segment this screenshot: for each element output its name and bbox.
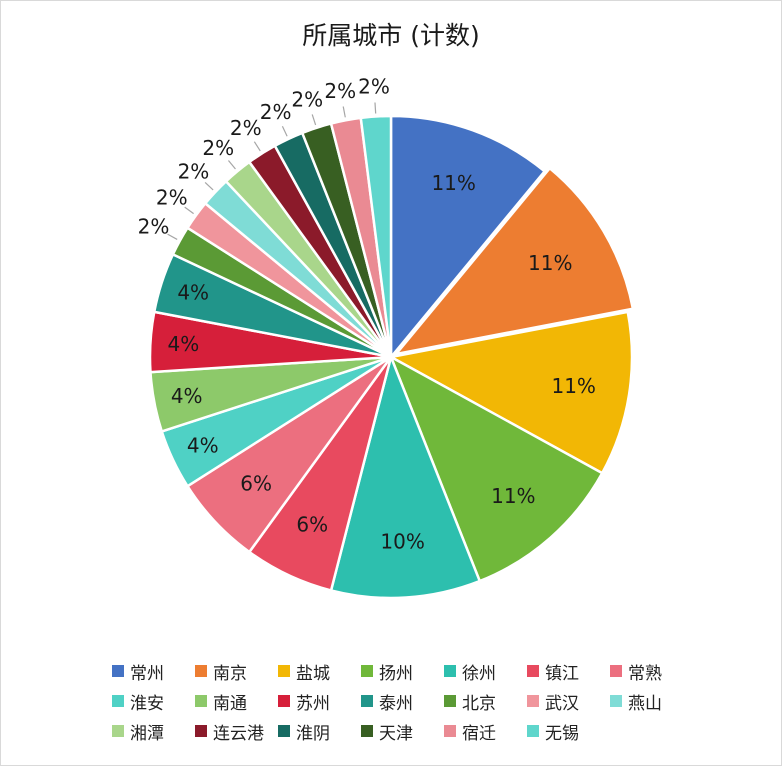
data-label-wuxi: 2% [358, 75, 390, 99]
legend-swatch [361, 665, 373, 677]
legend-swatch [527, 665, 539, 677]
legend-swatch [361, 725, 373, 737]
data-label-zhenjiang: 6% [296, 512, 328, 536]
pie-slice-yangzhou [388, 354, 604, 583]
legend-label: 盐城 [296, 663, 330, 684]
leader-line-lianyungang [253, 141, 261, 152]
pie-slice-changzhou [389, 114, 547, 361]
legend-item-huaian: 淮安 [112, 690, 164, 714]
leader-line-wuhan [184, 206, 194, 215]
legend-swatch [361, 695, 373, 707]
legend-swatch [278, 695, 290, 707]
legend-item-xiangtan: 湘潭 [112, 720, 164, 744]
legend-swatch [112, 665, 124, 677]
leader-line-suqian [342, 106, 346, 118]
legend-item-yancheng: 盐城 [278, 660, 330, 684]
pie-slice-nanjing [392, 166, 635, 356]
leader-line-wuxi [374, 102, 377, 114]
legend-item-changshu: 常熟 [610, 660, 662, 684]
data-label-tianjin: 2% [291, 87, 323, 111]
legend-label: 北京 [462, 693, 496, 714]
data-label-nanjing: 11% [528, 251, 572, 275]
legend-item-wuhan: 武汉 [527, 690, 579, 714]
legend-label: 天津 [379, 723, 413, 744]
legend-swatch [444, 665, 456, 677]
leader-line-xiangtan [227, 160, 236, 170]
legend-item-changzhou: 常州 [112, 660, 164, 684]
data-label-huaian: 4% [187, 434, 219, 458]
legend-label: 武汉 [545, 693, 579, 714]
legend-item-beijing: 北京 [444, 690, 496, 714]
pie-slice-wuxi [359, 114, 393, 358]
legend-label: 扬州 [379, 663, 413, 684]
legend-label: 淮阴 [296, 723, 330, 744]
legend-item-suqian: 宿迁 [444, 720, 496, 744]
pie-slice-yancheng [387, 310, 634, 475]
data-label-xuzhou: 10% [380, 530, 424, 554]
legend-swatch [278, 665, 290, 677]
legend-swatch [112, 695, 124, 707]
legend-label: 苏州 [296, 693, 330, 714]
chart-title: 所属城市 (计数) [302, 21, 480, 50]
legend-item-nanjing: 南京 [195, 660, 247, 684]
legend-swatch [195, 695, 207, 707]
legend-swatch [527, 695, 539, 707]
legend-swatch [444, 695, 456, 707]
data-label-taizhou: 4% [177, 281, 209, 305]
leader-line-yanshan [204, 182, 214, 191]
legend-swatch [278, 725, 290, 737]
leader-line-tianjin [311, 114, 317, 126]
legend-item-suzhou: 苏州 [278, 690, 330, 714]
legend-label: 徐州 [462, 663, 496, 684]
legend-label: 燕山 [628, 693, 662, 714]
data-label-beijing: 2% [138, 214, 170, 238]
data-label-huaiyin: 2% [260, 100, 292, 124]
data-label-changzhou: 11% [431, 171, 475, 195]
data-label-suzhou: 4% [168, 332, 200, 356]
data-label-yancheng: 11% [551, 374, 595, 398]
data-label-yanshan: 2% [178, 159, 210, 183]
legend-label: 淮安 [130, 693, 164, 714]
leader-line-huaiyin [281, 126, 288, 137]
legend-label: 泰州 [379, 693, 413, 714]
legend-swatch [444, 725, 456, 737]
legend-label: 镇江 [545, 663, 579, 684]
data-label-yangzhou: 11% [491, 484, 535, 508]
legend-label: 宿迁 [462, 723, 496, 744]
data-label-nantong: 4% [171, 384, 203, 408]
leader-line-beijing [167, 233, 178, 240]
data-label-suqian: 2% [324, 79, 356, 103]
data-label-changshu: 6% [240, 472, 272, 496]
legend-swatch [610, 695, 622, 707]
pie-slice-xuzhou [329, 352, 482, 600]
legend-label: 南京 [213, 663, 247, 684]
legend-swatch [610, 665, 622, 677]
legend-item-xuzhou: 徐州 [444, 660, 496, 684]
data-label-lianyungang: 2% [230, 116, 262, 140]
legend-label: 南通 [213, 693, 247, 714]
legend-item-huaiyin: 淮阴 [278, 720, 330, 744]
data-label-xiangtan: 2% [202, 136, 234, 160]
data-label-wuhan: 2% [156, 186, 188, 210]
legend-swatch [195, 725, 207, 737]
legend-label: 湘潭 [130, 723, 164, 744]
legend-item-zhenjiang: 镇江 [527, 660, 579, 684]
legend-item-wuxi: 无锡 [527, 720, 579, 744]
legend-swatch [195, 665, 207, 677]
legend-item-taizhou: 泰州 [361, 690, 413, 714]
legend-swatch [527, 725, 539, 737]
legend-item-yanshan: 燕山 [610, 690, 662, 714]
legend-swatch [112, 725, 124, 737]
legend-label: 无锡 [545, 723, 579, 744]
legend-item-lianyungang: 连云港 [195, 720, 264, 744]
legend-item-nantong: 南通 [195, 690, 247, 714]
legend-item-tianjin: 天津 [361, 720, 413, 744]
legend-label: 连云港 [213, 723, 264, 744]
legend-label: 常熟 [628, 663, 662, 684]
legend-label: 常州 [130, 663, 164, 684]
legend-item-yangzhou: 扬州 [361, 660, 413, 684]
